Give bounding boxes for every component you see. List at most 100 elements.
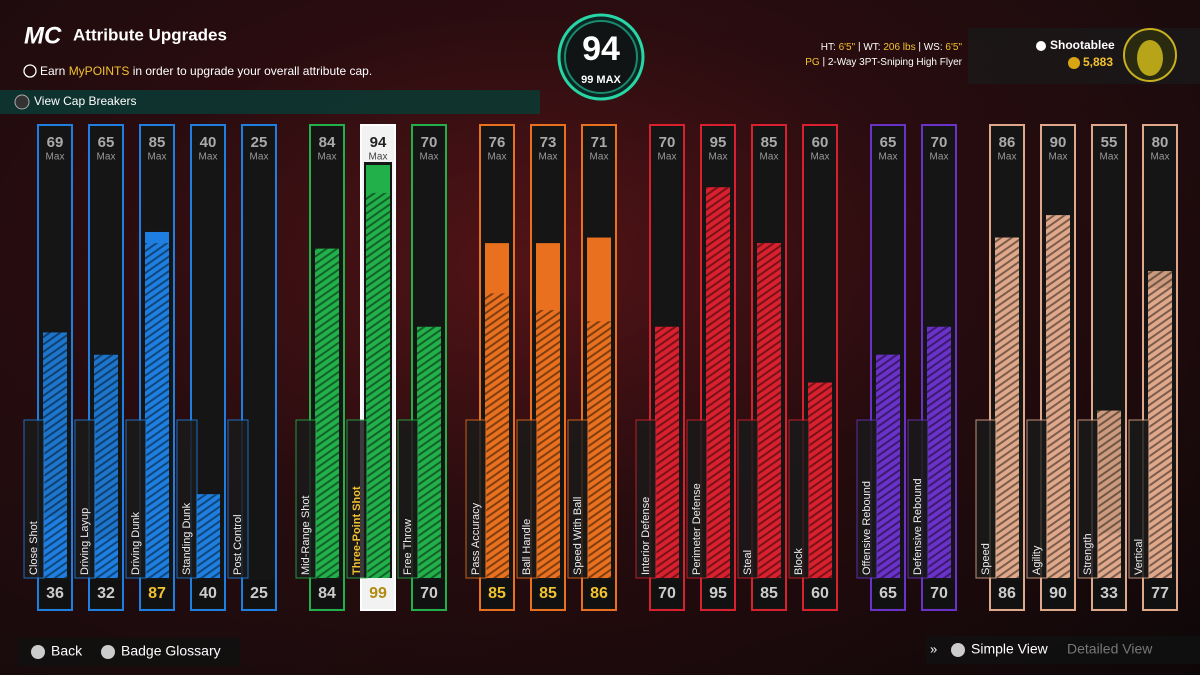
- cap-breakers[interactable]: View Cap Breakers: [34, 94, 137, 108]
- max-value: 70: [931, 134, 948, 151]
- vc: 5,883: [1083, 55, 1113, 69]
- max-value: 55: [1101, 134, 1118, 151]
- back-icon: [31, 645, 45, 659]
- chevrons: »: [930, 641, 937, 656]
- max-label: Max: [488, 152, 507, 163]
- name-tab: [176, 419, 198, 579]
- name-tab: [788, 419, 810, 579]
- ws-label: WS:: [924, 42, 943, 53]
- cap-breakers-bar[interactable]: [0, 90, 540, 114]
- current-value: 85: [539, 585, 557, 602]
- current-value: 60: [811, 585, 829, 602]
- max-label: Max: [148, 152, 167, 163]
- wt: 206 lbs: [883, 42, 915, 53]
- attribute-name: Close Shot: [28, 521, 40, 575]
- current-value: 77: [1151, 585, 1169, 602]
- current-box: [702, 580, 734, 608]
- max-value: 71: [591, 134, 608, 151]
- hatch: [706, 187, 730, 578]
- hatch: [876, 354, 900, 578]
- max-value: 40: [200, 134, 217, 151]
- current-box: [991, 580, 1023, 608]
- platform-icon: [1036, 41, 1046, 51]
- max-label: Max: [250, 152, 269, 163]
- max-label: Max: [97, 152, 116, 163]
- name-tab: [397, 419, 419, 579]
- max-label: Max: [590, 152, 609, 163]
- overall-inner: [564, 20, 638, 94]
- max-value: 95: [710, 134, 727, 151]
- max-value: 85: [149, 134, 166, 151]
- attribute-name: Mid-Range Shot: [300, 496, 312, 576]
- current-value: 65: [879, 585, 897, 602]
- max-label: Max: [369, 152, 388, 163]
- current-box: [90, 580, 122, 608]
- detailed-view[interactable]: Detailed View: [1067, 641, 1153, 657]
- player-build: PG | 2-Way 3PT-Sniping High Flyer: [805, 57, 962, 68]
- player-measures: HT: 6'5" | WT: 206 lbs | WS: 6'5": [821, 42, 963, 53]
- avatar-figure: [1137, 40, 1163, 76]
- info-suffix: in order to upgrade your overall attribu…: [129, 64, 372, 78]
- current-box: [583, 580, 615, 608]
- max-value: 76: [489, 134, 506, 151]
- max-label: Max: [760, 152, 779, 163]
- max-label: Max: [658, 152, 677, 163]
- attribute-name: Interior Defense: [640, 497, 652, 575]
- glossary-icon: [101, 645, 115, 659]
- name-tab: [465, 419, 487, 579]
- current-value: 86: [998, 585, 1016, 602]
- name-tab: [346, 419, 368, 579]
- hatch: [1046, 215, 1070, 578]
- current-value: 40: [199, 585, 217, 602]
- player-name: Shootablee: [1050, 38, 1115, 52]
- attribute-name: Steal: [742, 550, 754, 575]
- max-value: 73: [540, 134, 557, 151]
- name-tab: [686, 419, 708, 579]
- name-tab: [295, 419, 317, 579]
- max-label: Max: [46, 152, 65, 163]
- current-value: 33: [1100, 585, 1118, 602]
- position: PG: [805, 57, 820, 68]
- footer-right: [926, 636, 1200, 664]
- hatch: [995, 237, 1019, 578]
- glossary[interactable]: Badge Glossary: [121, 643, 221, 659]
- name-tab: [1026, 419, 1048, 579]
- title: Attribute Upgrades: [73, 25, 227, 44]
- logo: MC: [24, 22, 62, 49]
- attribute-name: Driving Dunk: [130, 512, 142, 575]
- name-tab: [975, 419, 997, 579]
- attribute-name: Vertical: [1133, 539, 1145, 575]
- max-value: 65: [880, 134, 897, 151]
- hatch: [485, 293, 509, 578]
- attribute-name: Ball Handle: [521, 519, 533, 575]
- max-label: Max: [879, 152, 898, 163]
- max-value: 84: [319, 134, 336, 151]
- hatch: [417, 326, 441, 578]
- back[interactable]: Back: [51, 643, 83, 659]
- attribute-name: Perimeter Defense: [691, 483, 703, 575]
- hatch: [536, 310, 560, 578]
- current-box: [923, 580, 955, 608]
- current-value: 86: [590, 585, 608, 602]
- max-value: 25: [251, 134, 268, 151]
- attribute-name: Speed With Ball: [572, 497, 584, 575]
- name-tab: [516, 419, 538, 579]
- max-label: Max: [998, 152, 1017, 163]
- name-tab: [1077, 419, 1099, 579]
- current-value: 85: [760, 585, 778, 602]
- simple-view[interactable]: Simple View: [971, 641, 1049, 657]
- attribute-name: Speed: [980, 543, 992, 575]
- max-value: 69: [47, 134, 64, 151]
- button-icon: [14, 94, 30, 110]
- name-tab: [737, 419, 759, 579]
- max-value: 80: [1152, 134, 1169, 151]
- build: 2-Way 3PT-Sniping High Flyer: [828, 57, 963, 68]
- hatch: [1097, 410, 1121, 578]
- hatch: [927, 326, 951, 578]
- attribute-name: Free Throw: [402, 519, 414, 575]
- current-value: 70: [420, 585, 438, 602]
- name-tab: [227, 419, 249, 579]
- attribute-name: Post Control: [232, 514, 244, 575]
